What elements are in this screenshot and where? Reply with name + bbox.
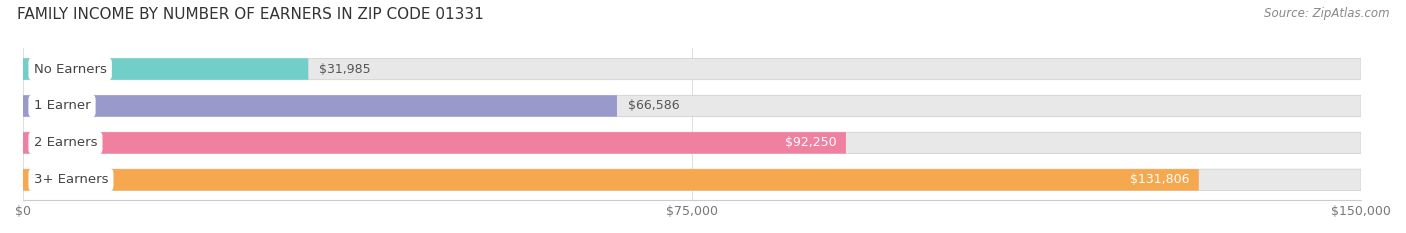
FancyBboxPatch shape bbox=[22, 58, 1361, 80]
Text: Source: ZipAtlas.com: Source: ZipAtlas.com bbox=[1264, 7, 1389, 20]
Text: $31,985: $31,985 bbox=[319, 62, 371, 75]
Text: No Earners: No Earners bbox=[34, 62, 107, 75]
FancyBboxPatch shape bbox=[22, 95, 1361, 117]
Text: 1 Earner: 1 Earner bbox=[34, 99, 90, 113]
Text: FAMILY INCOME BY NUMBER OF EARNERS IN ZIP CODE 01331: FAMILY INCOME BY NUMBER OF EARNERS IN ZI… bbox=[17, 7, 484, 22]
Text: 2 Earners: 2 Earners bbox=[34, 136, 97, 149]
FancyBboxPatch shape bbox=[22, 58, 308, 80]
FancyBboxPatch shape bbox=[22, 132, 846, 154]
Text: $66,586: $66,586 bbox=[627, 99, 679, 113]
Text: $92,250: $92,250 bbox=[785, 136, 837, 149]
FancyBboxPatch shape bbox=[22, 169, 1199, 191]
FancyBboxPatch shape bbox=[22, 169, 1361, 191]
Text: 3+ Earners: 3+ Earners bbox=[34, 173, 108, 186]
FancyBboxPatch shape bbox=[22, 132, 1361, 154]
FancyBboxPatch shape bbox=[22, 95, 617, 117]
Text: $131,806: $131,806 bbox=[1130, 173, 1189, 186]
